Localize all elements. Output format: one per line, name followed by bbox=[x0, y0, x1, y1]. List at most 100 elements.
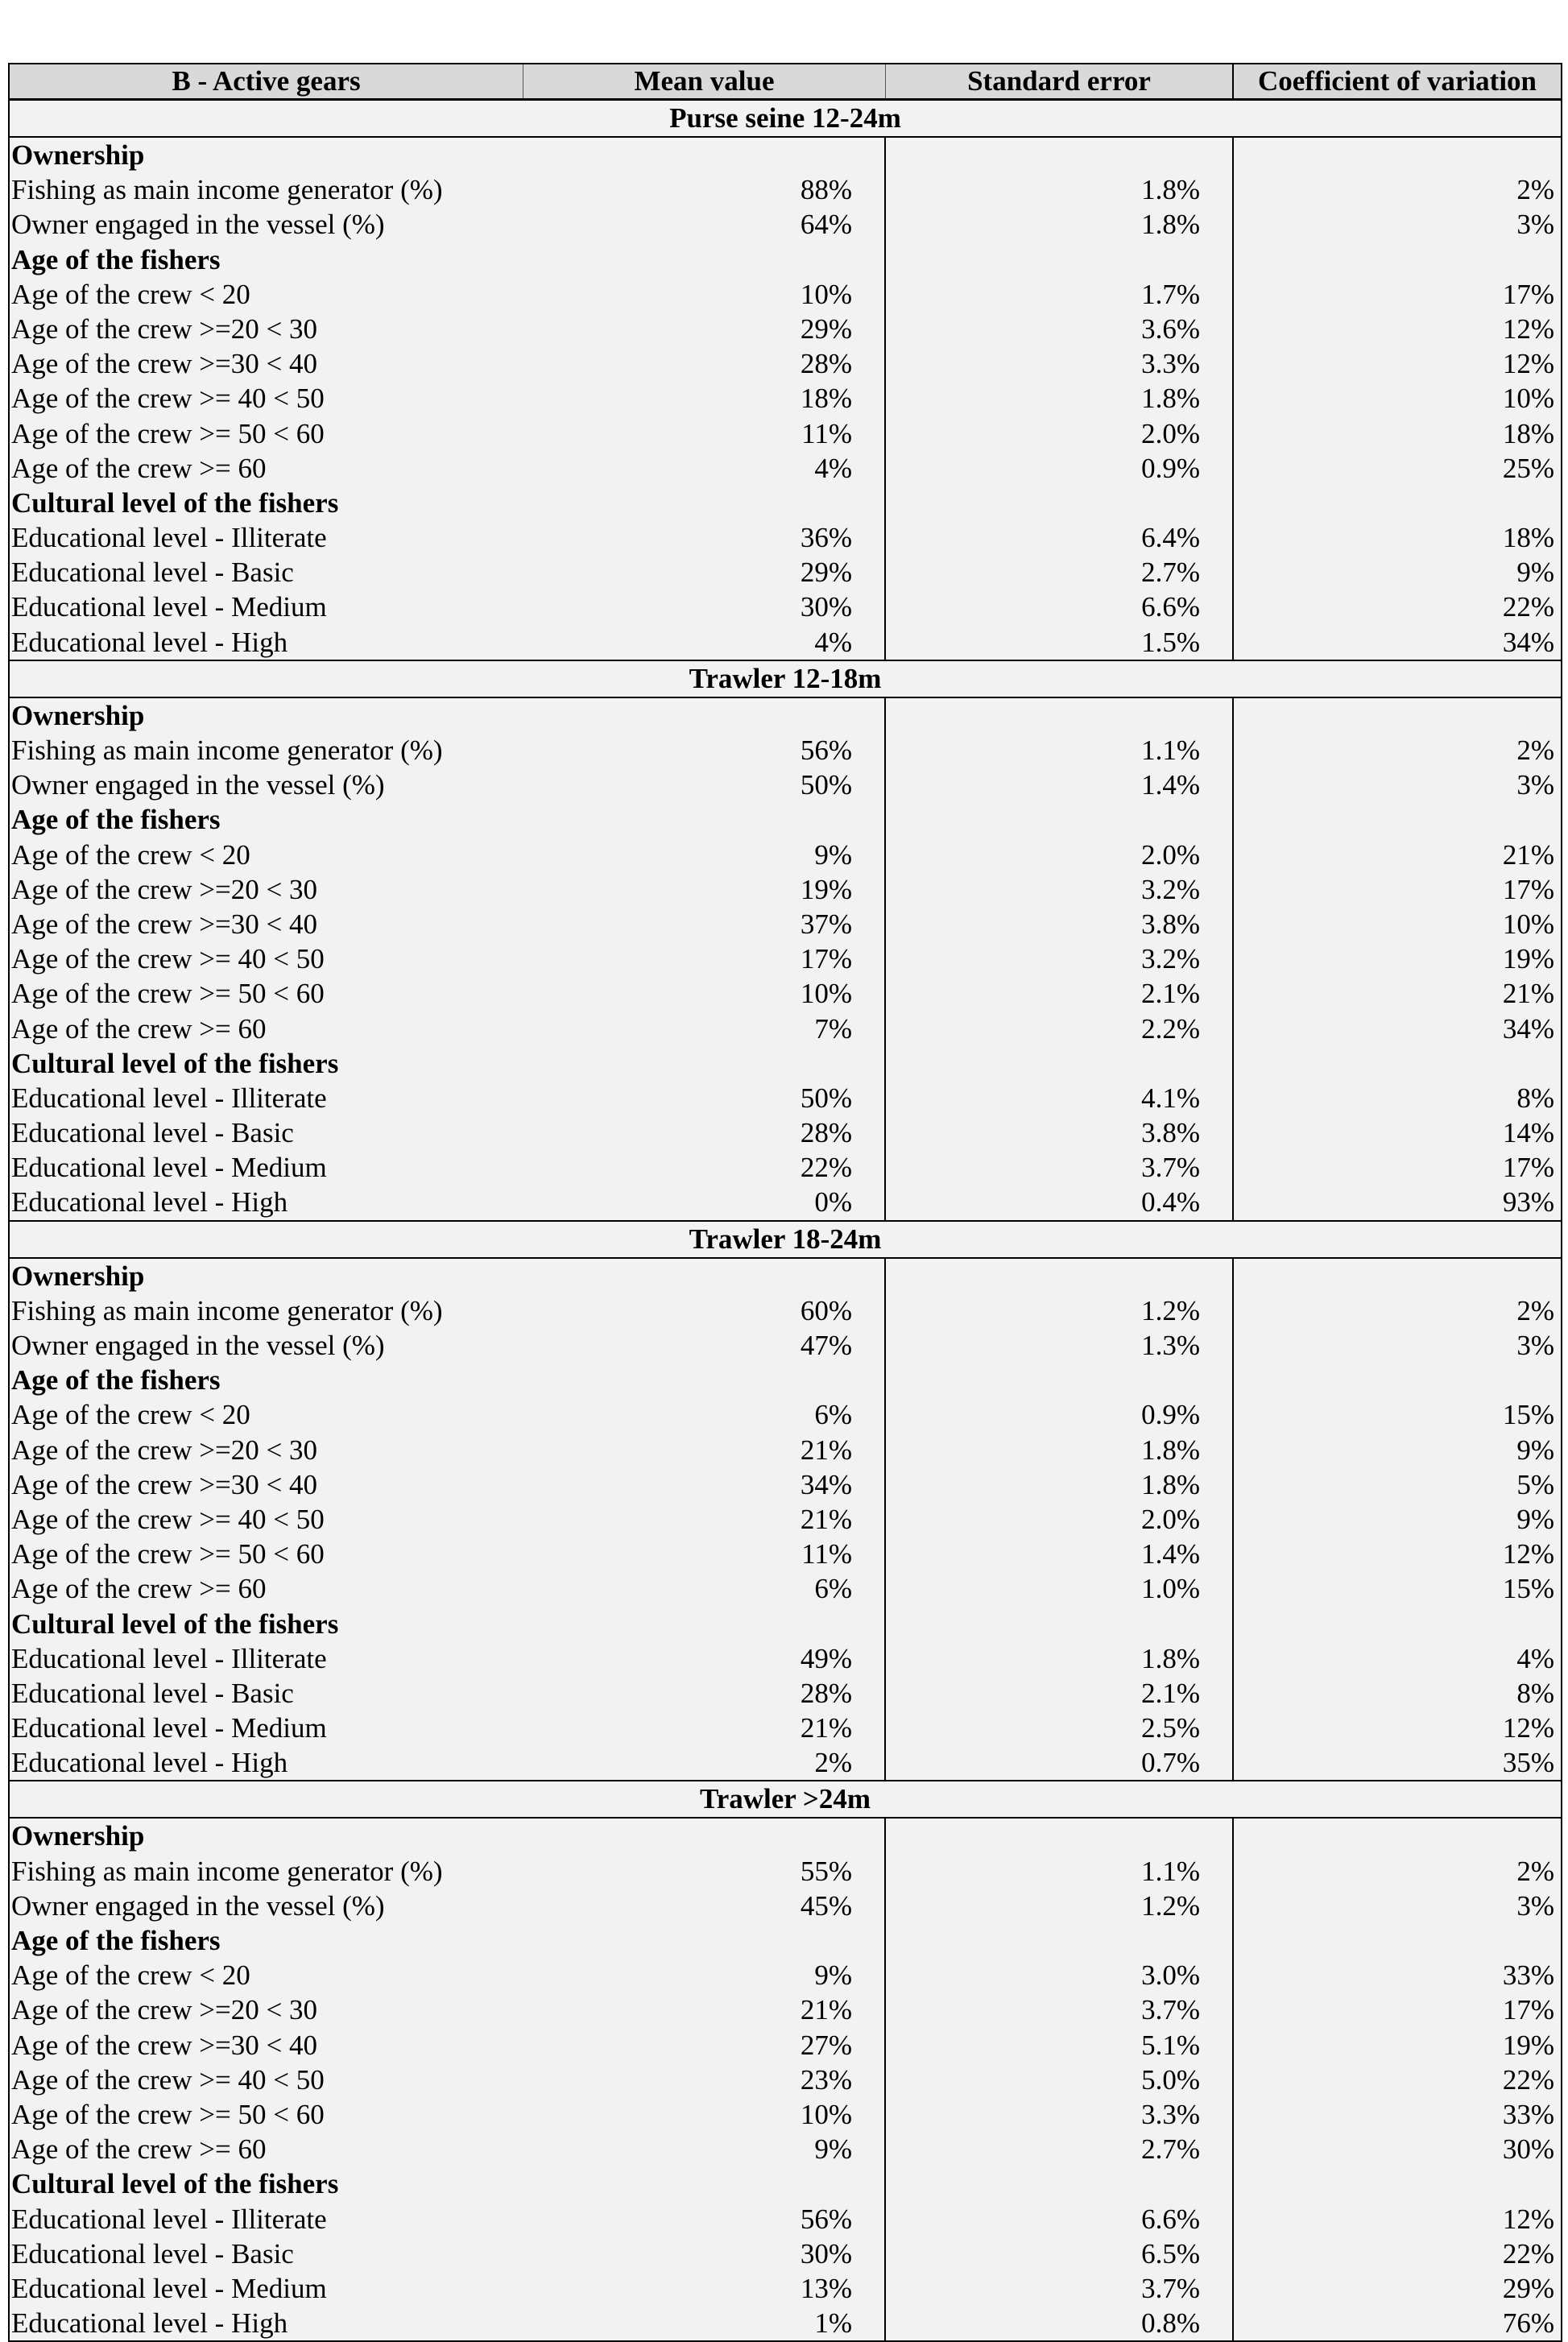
table-row: Age of the crew >= 40 < 50 17% 3.2% 19% bbox=[10, 941, 1561, 977]
cv-cell: 19% bbox=[1502, 2029, 1554, 2061]
row-label: Ownership bbox=[11, 139, 145, 171]
standard-error-cell: 6.4% bbox=[886, 520, 1234, 556]
table-row: Educational level - Illiterate 50% 4.1% 8% bbox=[10, 1080, 1561, 1116]
cv-cell: 29% bbox=[1502, 2272, 1554, 2304]
standard-error-cell: 1.5% bbox=[886, 624, 1234, 660]
mean-value-cell: 28% bbox=[523, 1675, 886, 1711]
cv-cell: 17% bbox=[1502, 873, 1554, 905]
table-row: Age of the crew >= 40 < 50 18% 1.8% 10% bbox=[10, 381, 1561, 416]
cv-cell: 10% bbox=[1502, 383, 1554, 415]
cv-cell bbox=[1234, 1259, 1561, 1293]
cv-cell bbox=[1234, 1363, 1561, 1397]
cv-cell: 2% bbox=[1516, 174, 1554, 206]
cv-cell: 17% bbox=[1502, 278, 1554, 310]
cv-cell bbox=[1234, 242, 1561, 277]
table-row: Educational level - Medium 22% 3.7% 17% bbox=[10, 1150, 1561, 1185]
row-label: Ownership bbox=[11, 1260, 145, 1292]
standard-error-cell: 1.8% bbox=[886, 207, 1234, 242]
cv-cell bbox=[1234, 1819, 1561, 1853]
row-label: Age of the crew >= 40 < 50 bbox=[11, 1503, 325, 1535]
table-row: Educational level - Basic 30% 6.5% 22% bbox=[10, 2236, 1561, 2271]
column-header-standard-error: Standard error bbox=[886, 64, 1234, 98]
standard-error-cell bbox=[886, 697, 1234, 733]
cv-cell: 15% bbox=[1502, 1399, 1554, 1431]
table-row: Educational level - Illiterate 36% 6.4% 18% bbox=[10, 520, 1561, 556]
standard-error-cell: 2.0% bbox=[886, 837, 1234, 872]
table-row: Age of the crew >= 60 6% 1.0% 15% bbox=[10, 1571, 1561, 1607]
mean-value-cell: 29% bbox=[523, 555, 886, 590]
cv-cell bbox=[1234, 486, 1561, 520]
row-label: Fishing as main income generator (%) bbox=[11, 1855, 443, 1887]
mean-value-cell: 1% bbox=[523, 2306, 886, 2341]
cv-cell: 12% bbox=[1502, 2203, 1554, 2235]
row-label: Educational level - Illiterate bbox=[11, 522, 327, 554]
group-heading-row: Ownership bbox=[10, 138, 1561, 173]
mean-value-cell: 30% bbox=[523, 2236, 886, 2271]
standard-error-cell: 6.6% bbox=[886, 590, 1234, 625]
mean-value-cell: 2% bbox=[523, 1745, 886, 1781]
standard-error-cell: 0.8% bbox=[886, 2306, 1234, 2341]
standard-error-cell bbox=[886, 1606, 1234, 1641]
row-label: Educational level - High bbox=[11, 626, 288, 658]
group-heading-row: Age of the fishers bbox=[10, 1923, 1561, 1959]
standard-error-cell: 1.1% bbox=[886, 1853, 1234, 1889]
mean-value-cell bbox=[523, 242, 886, 277]
standard-error-cell bbox=[886, 1258, 1234, 1293]
cv-cell: 12% bbox=[1502, 1712, 1554, 1744]
mean-value-cell: 49% bbox=[523, 1641, 886, 1676]
mean-value-cell: 11% bbox=[523, 416, 886, 451]
row-label: Age of the crew >= 40 < 50 bbox=[11, 943, 325, 975]
cv-cell: 2% bbox=[1516, 734, 1554, 766]
row-label: Educational level - Illiterate bbox=[11, 1642, 327, 1674]
row-label: Educational level - Basic bbox=[11, 557, 294, 589]
table-row: Educational level - Illiterate 49% 1.8% 4% bbox=[10, 1641, 1561, 1676]
row-label: Age of the fishers bbox=[11, 243, 221, 275]
mean-value-cell bbox=[523, 1045, 886, 1081]
mean-value-cell: 4% bbox=[523, 450, 886, 486]
row-label: Age of the crew >=20 < 30 bbox=[11, 312, 317, 345]
row-label: Owner engaged in the vessel (%) bbox=[11, 769, 385, 801]
table-row: Age of the crew >= 60 7% 2.2% 34% bbox=[10, 1011, 1561, 1046]
standard-error-cell: 3.7% bbox=[886, 1150, 1234, 1185]
row-label: Owner engaged in the vessel (%) bbox=[11, 1889, 385, 1922]
group-heading-row: Ownership bbox=[10, 1819, 1561, 1854]
standard-error-cell: 3.3% bbox=[886, 346, 1234, 382]
row-label: Age of the crew >=20 < 30 bbox=[11, 1994, 317, 2026]
standard-error-cell: 1.8% bbox=[886, 1432, 1234, 1467]
standard-error-cell: 1.1% bbox=[886, 733, 1234, 768]
cv-cell: 21% bbox=[1502, 838, 1554, 871]
cv-cell: 2% bbox=[1516, 1855, 1554, 1887]
standard-error-cell bbox=[886, 485, 1234, 521]
table-row: Age of the crew >=30 < 40 27% 5.1% 19% bbox=[10, 2027, 1561, 2063]
standard-error-cell: 3.6% bbox=[886, 311, 1234, 347]
cv-cell bbox=[1234, 698, 1561, 733]
cv-cell: 22% bbox=[1502, 2237, 1554, 2270]
row-label: Fishing as main income generator (%) bbox=[11, 1294, 443, 1326]
table-section: Purse seine 12-24m Ownership Fishing as ma… bbox=[10, 101, 1561, 661]
table-row: Fishing as main income generator (%) 56% 1… bbox=[10, 733, 1561, 768]
standard-error-cell bbox=[886, 802, 1234, 838]
mean-value-cell: 88% bbox=[523, 172, 886, 208]
standard-error-cell bbox=[886, 1923, 1234, 1959]
table-header: B - Active gears Mean value Standard err… bbox=[10, 64, 1561, 101]
row-label: Age of the crew >=30 < 40 bbox=[11, 1468, 317, 1500]
table-row: Age of the crew < 20 10% 1.7% 17% bbox=[10, 276, 1561, 312]
standard-error-cell bbox=[886, 1819, 1234, 1854]
mean-value-cell bbox=[523, 138, 886, 173]
mean-value-cell: 50% bbox=[523, 1080, 886, 1116]
mean-value-cell: 11% bbox=[523, 1537, 886, 1572]
row-label: Fishing as main income generator (%) bbox=[11, 734, 443, 766]
row-label: Age of the fishers bbox=[11, 804, 221, 836]
standard-error-cell: 4.1% bbox=[886, 1080, 1234, 1116]
table-row: Educational level - Basic 28% 3.8% 14% bbox=[10, 1115, 1561, 1151]
cv-cell bbox=[1234, 138, 1561, 172]
table-row: Educational level - High 1% 0.8% 76% bbox=[10, 2306, 1561, 2341]
cv-cell: 34% bbox=[1502, 626, 1554, 658]
standard-error-cell: 3.8% bbox=[886, 906, 1234, 942]
row-label: Age of the crew >= 60 bbox=[11, 1012, 267, 1045]
mean-value-cell: 34% bbox=[523, 1467, 886, 1502]
row-label: Educational level - Basic bbox=[11, 2237, 294, 2270]
table-row: Age of the crew >=20 < 30 21% 1.8% 9% bbox=[10, 1432, 1561, 1467]
standard-error-cell: 1.7% bbox=[886, 276, 1234, 312]
mean-value-cell: 7% bbox=[523, 1011, 886, 1046]
